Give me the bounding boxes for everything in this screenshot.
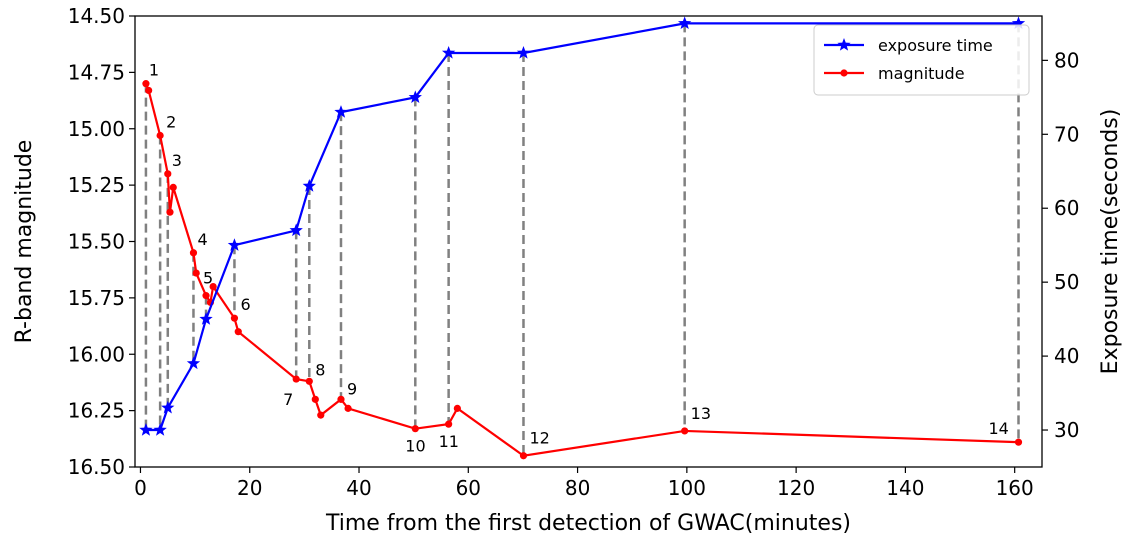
exposure-time-point [153, 423, 167, 436]
y-left-tick-label: 14.50 [68, 4, 125, 28]
x-tick-label: 140 [886, 476, 924, 500]
exposure-time-point [199, 312, 213, 325]
magnitude-point [209, 283, 217, 291]
magnitude-point [166, 208, 174, 216]
y-right-tick-label: 30 [1054, 418, 1079, 442]
x-tick-label: 160 [996, 476, 1034, 500]
magnitude-point [145, 86, 153, 95]
point-annotation: 14 [989, 419, 1009, 438]
exposure-time-point [186, 356, 201, 370]
point-annotation: 4 [197, 230, 207, 249]
x-tick-label: 80 [565, 476, 590, 500]
exposure-time-point [678, 16, 692, 30]
y-left-axis-label: R-band magnitude [12, 140, 37, 344]
y-left-tick-label: 16.25 [68, 399, 125, 423]
magnitude-point [142, 80, 150, 88]
point-annotation: 12 [529, 429, 549, 448]
x-tick-label: 40 [346, 476, 371, 500]
x-tick-label: 120 [777, 476, 815, 500]
y-right-tick-label: 70 [1054, 122, 1079, 146]
magnitude-point [189, 249, 198, 257]
y-left-tick-label: 16.50 [68, 455, 125, 479]
exposure-time-point [408, 90, 422, 103]
exposure-time-point [441, 45, 456, 59]
point-annotation: 10 [405, 437, 425, 456]
legend: exposure time magnitude [813, 24, 1030, 96]
exposure-time-point [161, 400, 175, 414]
point-annotation: 11 [439, 432, 459, 451]
point-annotation: 5 [203, 269, 213, 288]
legend-dot-marker [840, 69, 848, 77]
legend-label: exposure time [878, 36, 993, 55]
y-right-tick-label: 80 [1054, 48, 1079, 72]
exposure-time-point [302, 179, 316, 192]
x-tick-label: 20 [237, 476, 262, 500]
magnitude-point [292, 375, 300, 383]
point-annotation: 3 [172, 151, 182, 170]
series-layer [139, 16, 1026, 460]
magnitude-point [1014, 438, 1023, 446]
magnitude-point [344, 404, 352, 412]
point-annotation: 13 [691, 404, 711, 423]
magnitude-point [317, 411, 325, 419]
y-left-tick-label: 15.50 [68, 230, 125, 254]
y-right-tick-label: 40 [1054, 344, 1079, 368]
y-left-tick-label: 15.00 [68, 117, 125, 141]
exposure-time-point [289, 223, 303, 237]
point-annotation: 2 [166, 113, 176, 132]
magnitude-point [305, 377, 313, 385]
magnitude-point [230, 314, 239, 322]
magnitude-point [156, 131, 164, 140]
y-right-axis-ticks: 30 40 50 60 70 80 [1042, 48, 1079, 442]
point-annotation: 6 [240, 295, 250, 314]
legend-label: magnitude [878, 64, 965, 83]
magnitude-point [681, 427, 689, 435]
y-left-tick-label: 15.75 [68, 286, 125, 310]
y-right-axis-label: Exposure time(seconds) [1098, 109, 1123, 375]
x-axis-label: Time from the first detection of GWAC(mi… [325, 511, 851, 536]
y-left-axis-ticks: 14.50 14.75 15.00 15.25 15.50 15.75 16.00 16.25… [68, 4, 135, 479]
legend-star-marker [837, 38, 851, 51]
y-left-tick-label: 16.00 [68, 342, 125, 366]
y-left-tick-label: 15.25 [68, 173, 125, 197]
point-annotation: 7 [283, 390, 293, 409]
magnitude-point [169, 183, 177, 191]
x-tick-label: 100 [668, 476, 706, 500]
exposure-time-point [139, 423, 153, 436]
magnitude-point [453, 404, 461, 412]
legend-box [813, 24, 1030, 96]
magnitude-point [519, 452, 528, 460]
point-annotation: 8 [315, 360, 325, 379]
y-right-tick-label: 50 [1054, 270, 1079, 294]
x-axis-ticks: 0 20 40 60 80 100 120 140 160 [134, 467, 1034, 500]
exposure-time-line [145, 22, 1019, 432]
magnitude-point [311, 395, 319, 403]
magnitude-point [234, 328, 242, 336]
magnitude-point [192, 269, 200, 277]
magnitude-point [411, 425, 419, 433]
exposure-time-point [516, 45, 531, 59]
magnitude-point [337, 395, 345, 403]
x-tick-label: 60 [456, 476, 481, 500]
magnitude-point [445, 420, 453, 428]
exposure-time-point [1011, 16, 1026, 30]
magnitude-point [202, 292, 210, 300]
exposure-time-point [334, 105, 348, 118]
magnitude-point [164, 170, 172, 178]
x-tick-label: 0 [134, 476, 147, 500]
point-annotation: 9 [347, 379, 357, 398]
y-right-tick-label: 60 [1054, 196, 1079, 220]
exposure-time-point [227, 238, 242, 251]
point-annotation: 1 [149, 61, 159, 80]
y-left-tick-label: 14.75 [68, 60, 125, 84]
